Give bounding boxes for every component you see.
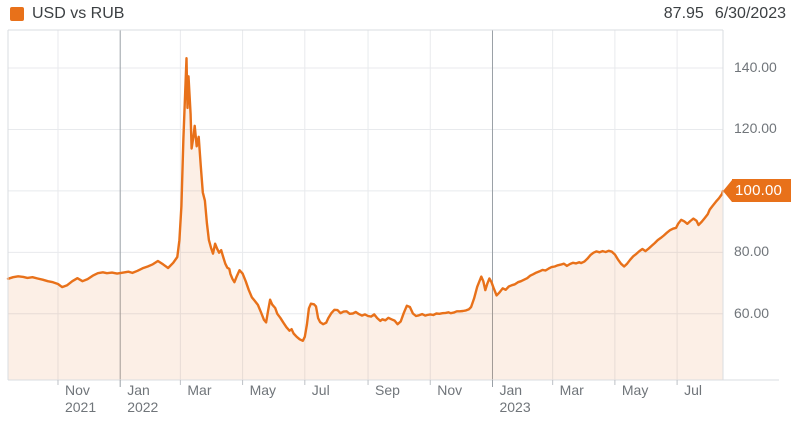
y-axis-label: 140.00	[734, 59, 777, 75]
y-axis-label: 120.00	[734, 120, 777, 137]
x-axis-label: May	[249, 382, 277, 398]
price-tag-arrow-icon	[723, 179, 732, 202]
quote-date: 6/30/2023	[714, 5, 786, 22]
chart-header: USD vs RUB 87.95 6/30/2023	[0, 0, 800, 30]
x-axis-label: Jan 2022	[127, 382, 159, 415]
x-axis-label: Jan 2023	[499, 382, 531, 415]
price-tag-value: 100.00	[732, 179, 792, 203]
latest-quote: 87.95 6/30/2023	[664, 5, 786, 23]
x-axis-label: Mar	[559, 382, 584, 398]
series-color-swatch-icon	[10, 7, 24, 21]
quote-value: 87.95	[663, 5, 704, 22]
current-price-tag: 100.00	[723, 179, 792, 203]
x-axis-label: Jul	[684, 382, 702, 398]
x-axis-label: Nov 2021	[64, 382, 97, 415]
y-axis-label: 80.00	[734, 243, 770, 260]
price-line	[6, 57, 725, 342]
x-axis-label: May	[621, 382, 649, 398]
area-fill	[8, 58, 723, 380]
x-axis-label: Nov	[437, 382, 463, 398]
x-axis-label: Mar	[187, 382, 212, 398]
x-axis-label: Sep	[375, 382, 400, 398]
series-name: USD vs RUB	[32, 5, 125, 22]
y-axis-label: 60.00	[734, 304, 770, 321]
chart-legend: USD vs RUB	[10, 5, 124, 23]
x-axis-label: Jul	[311, 382, 330, 398]
